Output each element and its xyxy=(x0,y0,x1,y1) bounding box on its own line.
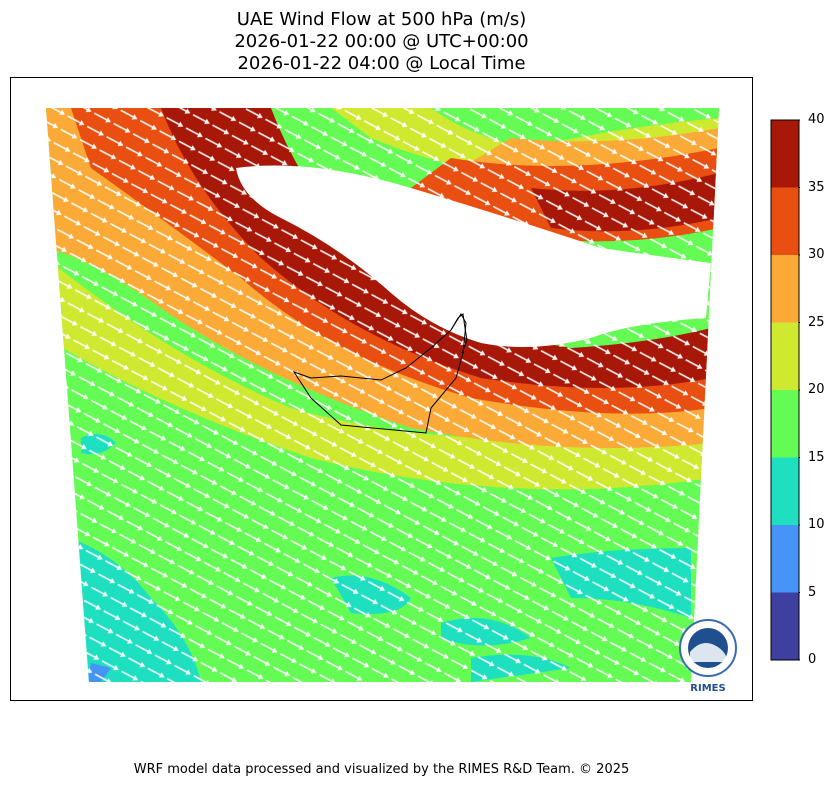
rimes-logo: RIMES xyxy=(679,619,737,694)
map-panel: RIMES xyxy=(10,77,753,701)
colorbar-tick-label: 5 xyxy=(808,584,817,600)
colorbar-segment xyxy=(771,255,799,323)
map-title-line-2: 2026-01-22 00:00 @ UTC+00:00 xyxy=(234,31,529,52)
colorbar-segment xyxy=(771,525,799,593)
wind-speed-field xyxy=(46,108,719,682)
map-title-line-3: 2026-01-22 04:00 @ Local Time xyxy=(237,53,526,74)
colorbar-tick-label: 40 xyxy=(808,112,825,127)
map-title-line-1: UAE Wind Flow at 500 hPa (m/s) xyxy=(236,9,527,30)
logo-wordmark: RIMES xyxy=(690,683,725,694)
colorbar-tick-label: 30 xyxy=(808,247,825,262)
colorbar-segment xyxy=(771,120,799,188)
colorbar-tick-label: 10 xyxy=(808,517,825,532)
colorbar-tick-label: 20 xyxy=(808,382,825,397)
colorbar-segment xyxy=(771,457,799,525)
colorbar-segment xyxy=(771,390,799,458)
colorbar-tick-label: 25 xyxy=(808,314,825,330)
colorbar xyxy=(770,119,800,661)
colorbar-segment xyxy=(771,187,799,255)
colorbar-tick-label: 15 xyxy=(808,449,825,465)
colorbar-tick-label: 35 xyxy=(808,179,825,195)
colorbar-segment xyxy=(771,592,799,660)
colorbar-segment xyxy=(771,322,799,390)
footer-credit: WRF model data processed and visualized … xyxy=(133,762,630,777)
colorbar-tick-label: 0 xyxy=(808,652,817,667)
wind-map: RIMES xyxy=(46,108,737,694)
